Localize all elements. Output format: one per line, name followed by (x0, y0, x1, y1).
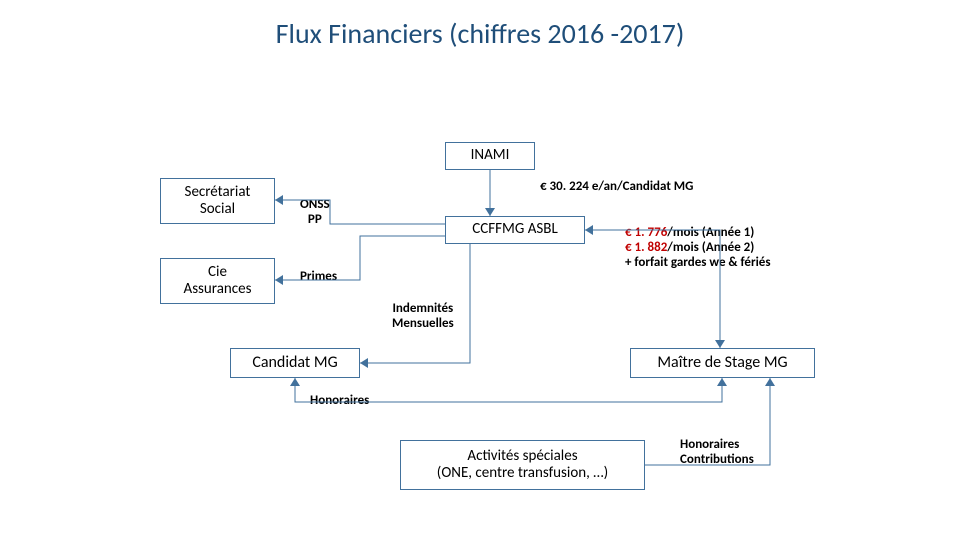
node-maitre-label: Maître de Stage MG (657, 354, 787, 372)
node-ccffmg: CCFFMG ASBL (445, 216, 585, 244)
node-cie: Cie Assurances (160, 258, 275, 304)
label-payouts: € 1. 776/mois (Année 1)€ 1. 882/mois (An… (625, 226, 771, 271)
node-secretariat: Secrétariat Social (160, 178, 275, 224)
label-indem: Indemnités Mensuelles (392, 302, 454, 332)
node-candidat-label: Candidat MG (252, 354, 337, 372)
node-ccffmg-label: CCFFMG ASBL (472, 221, 558, 238)
node-activites-label: Activités spéciales (ONE, centre transfu… (437, 448, 608, 483)
label-honor2: Honoraires Contributions (680, 438, 754, 468)
node-inami-label: INAMI (471, 147, 510, 164)
node-maitre: Maître de Stage MG (630, 348, 815, 378)
node-candidat: Candidat MG (230, 348, 360, 378)
label-e30224: € 30. 224 e/an/Candidat MG (540, 180, 693, 195)
node-inami: INAMI (445, 142, 535, 170)
label-primes: Primes (300, 270, 337, 285)
node-activites: Activités spéciales (ONE, centre transfu… (400, 440, 645, 490)
label-honor: Honoraires (310, 394, 369, 409)
node-secretariat-label: Secrétariat Social (185, 184, 251, 219)
label-onss: ONSS PP (300, 198, 330, 228)
node-cie-label: Cie Assurances (184, 264, 252, 299)
page-title: Flux Financiers (chiffres 2016 -2017) (0, 16, 960, 51)
